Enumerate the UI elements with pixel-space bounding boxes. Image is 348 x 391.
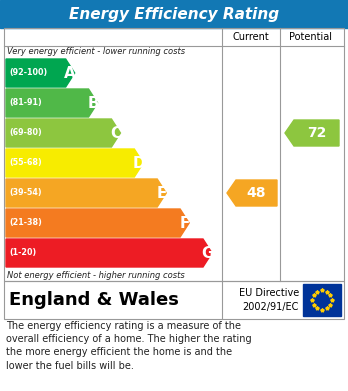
- Text: (92-100): (92-100): [9, 68, 47, 77]
- Text: (39-54): (39-54): [9, 188, 42, 197]
- Text: (21-38): (21-38): [9, 219, 42, 228]
- Polygon shape: [285, 120, 339, 146]
- Polygon shape: [227, 180, 277, 206]
- Polygon shape: [6, 179, 166, 207]
- Text: A: A: [64, 66, 76, 81]
- Text: B: B: [87, 95, 99, 111]
- Text: C: C: [110, 126, 121, 140]
- Bar: [0, 0, 348, 28]
- Text: The energy efficiency rating is a measure of the
overall efficiency of a home. T: The energy efficiency rating is a measur…: [6, 321, 252, 371]
- Text: F: F: [180, 215, 190, 231]
- Polygon shape: [6, 59, 75, 87]
- Text: EU Directive
2002/91/EC: EU Directive 2002/91/EC: [239, 289, 299, 312]
- Polygon shape: [6, 239, 212, 267]
- Text: D: D: [133, 156, 145, 170]
- Bar: [303, 284, 341, 316]
- Text: 48: 48: [247, 186, 266, 200]
- Text: (1-20): (1-20): [9, 249, 36, 258]
- Text: (81-91): (81-91): [9, 99, 42, 108]
- Text: (69-80): (69-80): [9, 129, 42, 138]
- Text: Not energy efficient - higher running costs: Not energy efficient - higher running co…: [7, 271, 185, 280]
- Text: E: E: [157, 185, 167, 201]
- Text: Current: Current: [232, 32, 269, 42]
- Text: Potential: Potential: [290, 32, 332, 42]
- Text: Very energy efficient - lower running costs: Very energy efficient - lower running co…: [7, 47, 185, 56]
- Polygon shape: [6, 119, 120, 147]
- Text: England & Wales: England & Wales: [9, 291, 179, 309]
- Text: 72: 72: [307, 126, 326, 140]
- Bar: [4, 28, 344, 281]
- Text: Energy Efficiency Rating: Energy Efficiency Rating: [69, 7, 279, 22]
- Text: (55-68): (55-68): [9, 158, 42, 167]
- Bar: [4, 281, 344, 319]
- Polygon shape: [6, 209, 189, 237]
- Polygon shape: [6, 89, 97, 117]
- Polygon shape: [6, 149, 143, 177]
- Text: G: G: [201, 246, 214, 260]
